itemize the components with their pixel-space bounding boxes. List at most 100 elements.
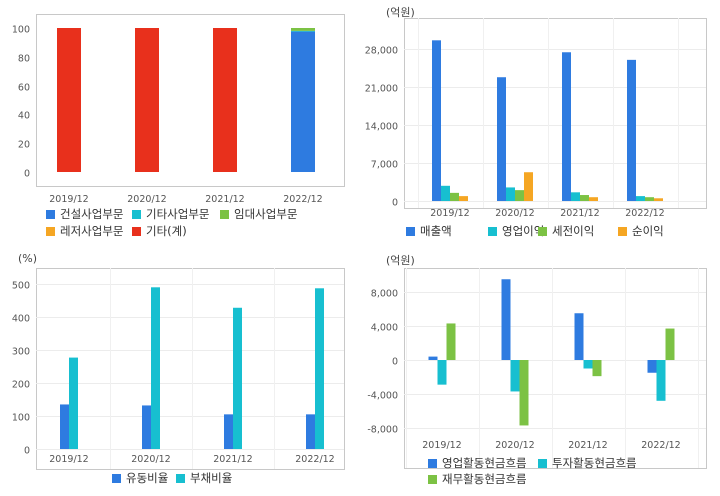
segment-xtick-label: 2020/12 [127, 194, 166, 205]
income-bar [497, 77, 506, 201]
segment-legend-label: 건설사업부문 [60, 207, 124, 221]
segment-legend-swatch [132, 226, 141, 236]
segment-legend-item: 기타사업부문 [132, 206, 209, 222]
ratio-bar [142, 405, 151, 449]
income-bar [524, 172, 533, 201]
cashflow-bar [592, 360, 602, 377]
income-legend-swatch [406, 226, 415, 236]
cashflow-bar [583, 360, 593, 369]
segment-legend-label: 레저사업부문 [60, 224, 124, 238]
cashflow-ytick-label: 4,000 [371, 323, 398, 334]
income-ytick-label: 0 [392, 198, 398, 209]
segment-chart: 0 20 40 60 80 100 2019/12 2020/12 2021/12 2022/12 [12, 14, 345, 205]
ratio-bar [224, 414, 233, 449]
income-bar [441, 185, 450, 201]
cashflow-bar [428, 356, 438, 360]
cashflow-bar [501, 279, 511, 360]
ratio-legend-swatch [176, 473, 185, 483]
income-bar [506, 187, 515, 201]
cashflow-unit-label: (억원) [386, 254, 415, 267]
cashflow-bar [665, 328, 675, 360]
cashflow-bar [437, 360, 447, 385]
income-ytick-label: 28,000 [365, 46, 398, 57]
income-xtick-label: 2021/12 [560, 208, 599, 219]
income-legend-label: 순이익 [632, 224, 664, 238]
cashflow-legend-item: 재무활동현금흐름 [428, 471, 527, 487]
segment-legend-label: 임대사업부문 [234, 207, 298, 221]
income-bar [459, 196, 468, 201]
cashflow-ytick-label: 8,000 [371, 289, 398, 300]
segment-bar [57, 28, 81, 172]
income-bar [515, 190, 524, 201]
segment-legend-swatch [46, 226, 55, 236]
ratio-ytick-label: 500 [12, 281, 30, 292]
ratio-ytick-label: 200 [12, 380, 30, 391]
cashflow-legend-item: 영업활동현금흐름 [428, 455, 527, 471]
income-bar [654, 198, 663, 201]
ratio-xtick-label: 2021/12 [213, 454, 252, 465]
income-bar [580, 195, 589, 201]
cashflow-xtick-label: 2021/12 [568, 440, 607, 451]
cashflow-bar [656, 360, 666, 401]
income-ytick-label: 7,000 [371, 160, 398, 171]
cashflow-legend-swatch [428, 474, 437, 484]
segment-bar [213, 28, 237, 172]
income-bar [432, 40, 441, 201]
cashflow-bar [510, 360, 520, 392]
segment-legend-swatch [46, 209, 55, 219]
ratio-bar [69, 357, 78, 449]
segment-legend-swatch [132, 209, 141, 219]
segment-bar [291, 30, 315, 32]
income-unit-label: (억원) [386, 6, 415, 19]
cashflow-ytick-label: -8,000 [367, 425, 398, 436]
segment-ytick-label: 0 [24, 169, 30, 180]
cashflow-legend-label: 재무활동현금흐름 [442, 472, 527, 486]
income-bar [571, 192, 580, 201]
ratio-legend-item: 부채비율 [176, 470, 232, 486]
ratio-ytick-label: 300 [12, 347, 30, 358]
income-legend-swatch [488, 226, 497, 236]
segment-xtick-label: 2021/12 [205, 194, 244, 205]
income-ytick-label: 21,000 [365, 84, 398, 95]
income-bar [562, 52, 571, 201]
cashflow-chart: -8,000 -4,000 0 4,000 8,000 2019/12 2020/12 202… [367, 268, 707, 469]
income-xtick-label: 2020/12 [495, 208, 534, 219]
ratio-bar [315, 288, 324, 449]
ratio-bar [306, 414, 315, 449]
ratio-ytick-label: 400 [12, 314, 30, 325]
cashflow-ytick-label: 0 [392, 357, 398, 368]
income-xtick-label: 2022/12 [625, 208, 664, 219]
income-bar [645, 197, 654, 201]
segment-legend-item: 임대사업부문 [220, 206, 297, 222]
ratio-bar [151, 287, 160, 449]
income-legend-item: 순이익 [618, 223, 664, 239]
ratio-chart: 0 100 200 300 400 500 2019/12 2020/12 2021/12 202… [12, 268, 345, 470]
ratio-bar [233, 307, 242, 449]
ratio-bar [60, 404, 69, 449]
ratio-legend-swatch [112, 473, 121, 483]
cashflow-legend-swatch [538, 458, 547, 468]
ratio-chart-panel: (%) 0 100 200 300 400 500 2019/12 2020/12 2021/1… [0, 248, 360, 496]
income-ytick-label: 14,000 [365, 122, 398, 133]
cashflow-legend-label: 투자활동현금흐름 [552, 456, 637, 470]
segment-legend-item: 레저사업부문 [46, 223, 123, 239]
income-legend-swatch [538, 226, 547, 236]
ratio-unit-label: (%) [18, 252, 38, 265]
segment-xtick-label: 2019/12 [49, 194, 88, 205]
income-chart: 0 7,000 14,000 21,000 28,000 2019/12 2020/12 20… [365, 18, 707, 219]
income-xtick-label: 2019/12 [430, 208, 469, 219]
segment-bar [291, 31, 315, 172]
income-legend-item: 세전이익 [538, 223, 594, 239]
income-plot-frame [404, 18, 707, 209]
cashflow-legend-item: 투자활동현금흐름 [538, 455, 637, 471]
cashflow-bar [519, 360, 529, 426]
cashflow-chart-panel: (억원) -8,000 -4,000 0 4,000 8,000 2019/12 2020/… [360, 248, 720, 496]
income-bar [450, 192, 459, 201]
ratio-plot-frame [36, 268, 345, 470]
income-chart-panel: (억원) 0 7,000 14,000 21,000 28,000 2019/12 2020… [360, 0, 720, 248]
segment-ytick-label: 40 [18, 111, 30, 122]
segment-ytick-label: 60 [18, 83, 30, 94]
segment-ytick-label: 80 [18, 54, 30, 65]
segment-legend-item: 기타(계) [132, 223, 187, 239]
ratio-legend-item: 유동비율 [112, 470, 168, 486]
